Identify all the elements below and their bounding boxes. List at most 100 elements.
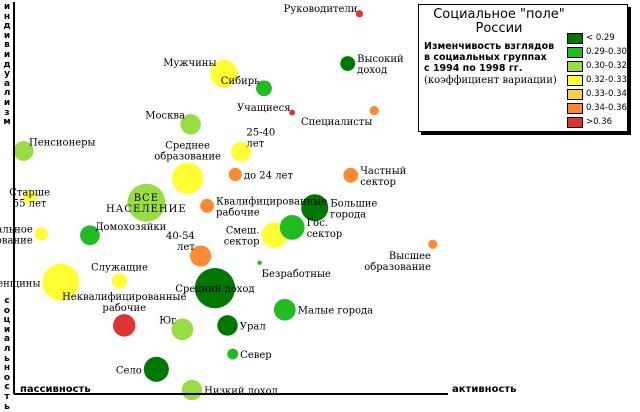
y-axis-label-bottom-char: о <box>3 305 11 316</box>
legend-label: >0.36 <box>586 117 613 127</box>
bubble-label-line: Неквалифицированные <box>62 292 186 303</box>
bubble-label: ВСЕ НАСЕЛЕНИЕ <box>106 193 187 215</box>
bubble <box>34 227 48 241</box>
bubble <box>355 10 364 18</box>
legend-label: < 0.29 <box>586 33 615 43</box>
bubble <box>171 162 204 195</box>
legend-swatch <box>567 46 583 58</box>
bubble-label-line: Домохозяйки <box>95 222 166 233</box>
bubble-label: Специалисты <box>301 117 372 128</box>
bubble-label-line: Квалифицированные <box>216 196 327 207</box>
bubble-label: Сибирь <box>221 76 260 87</box>
bubble-label: Средний доход <box>175 284 254 295</box>
legend-label: 0.32-0.33 <box>586 75 627 85</box>
y-axis-label-top-char: и <box>3 30 11 41</box>
bubble-label: Село <box>116 365 142 376</box>
bubble-label: Мужчины <box>163 58 216 69</box>
bubble-label-line: Гос. <box>307 218 328 229</box>
bubble-label: Женщины <box>0 278 40 289</box>
legend-label: 0.33-0.34 <box>586 89 627 99</box>
bubble-label-line: доход <box>357 65 387 76</box>
legend-items: < 0.29 0.29-0.30 0.30-0.32 0.32-0.33 0.33-0.… <box>567 31 627 129</box>
bubble <box>200 198 215 213</box>
bubble-label: Безработные <box>262 269 331 280</box>
bubble-label-line: образование <box>364 262 431 273</box>
legend-title-line: Социальное "поле" <box>433 7 565 22</box>
bubble-label: Квалифицированные рабочие <box>216 196 327 218</box>
bubble-label-line: Село <box>116 365 142 376</box>
legend-swatch <box>567 88 583 100</box>
bubble <box>369 105 379 116</box>
bubble <box>22 189 37 204</box>
bubble <box>13 141 34 161</box>
bubble-label-line: Пенсионеры <box>29 138 96 149</box>
bubble-label: Высшее образование <box>364 251 431 273</box>
bubble-label-line: города <box>330 209 366 220</box>
bubble <box>180 114 201 135</box>
legend: Социальное "поле" России Изменчивость вз… <box>418 4 628 132</box>
bubble <box>80 225 100 246</box>
bubble <box>289 109 296 116</box>
bubble-label: Руководители <box>284 4 358 15</box>
bubble <box>113 314 136 337</box>
bubble <box>217 315 238 336</box>
bubble-label-line: Учащиеся <box>237 103 291 114</box>
bubble-label-line: ВСЕ <box>134 193 159 204</box>
bubble-label: Неквалифицированные рабочие <box>62 292 186 314</box>
legend-swatch <box>567 102 583 114</box>
bubble <box>301 194 329 222</box>
bubble-label: до 24 лет <box>244 170 294 181</box>
legend-item: 0.32-0.33 <box>567 73 627 87</box>
bubble-label: Старше 55 лет <box>9 187 50 209</box>
x-axis-label-right: активность <box>452 384 517 395</box>
y-axis-label-top-char: и <box>3 49 11 60</box>
y-axis-label-bottom-char: с <box>4 382 10 393</box>
legend-note: (коэффициент вариации) <box>424 75 557 86</box>
y-axis-label-top-char: д <box>3 59 11 70</box>
bubble <box>273 298 296 321</box>
y-axis-label-bottom-char: с <box>4 296 10 306</box>
legend-subtitle-line: с 1994 по 1998 гг. <box>424 63 523 74</box>
legend-title-line: России <box>475 21 523 36</box>
bubble <box>428 239 438 249</box>
bubble-label-line: 55 лет <box>13 198 47 209</box>
bubble-label: 25-40 лет <box>246 127 275 149</box>
bubble-label-line: Малые города <box>298 306 373 317</box>
bubble-label-line: Смеш. <box>226 226 260 237</box>
bubble-label: Начальноеобразование <box>0 225 33 247</box>
bubble-label-line: Урал <box>240 321 266 332</box>
y-axis-label-top-char: в <box>4 40 10 51</box>
bubble <box>257 260 262 265</box>
bubble-label: Юг <box>159 315 176 326</box>
bubble-label-line: Старше <box>9 187 50 198</box>
bubble-label-line: до 24 лет <box>244 170 294 181</box>
bubble <box>194 268 236 309</box>
bubble <box>340 56 356 71</box>
legend-label: 0.29-0.30 <box>586 47 627 57</box>
bubble <box>111 273 128 289</box>
bubble-label-line: лет <box>246 138 264 149</box>
bubble <box>227 348 239 360</box>
bubble-label: Среднее образование <box>154 141 221 163</box>
bubble-label: Малые города <box>298 306 373 317</box>
bubble-label: Урал <box>240 321 266 332</box>
bubble-label-line: рабочие <box>102 303 146 314</box>
bubble-label-line: Мужчины <box>163 58 216 69</box>
legend-swatch <box>567 60 583 72</box>
legend-item: 0.30-0.32 <box>567 59 627 73</box>
y-axis-label-top-char: л <box>3 88 11 99</box>
bubble-label: Пенсионеры <box>29 138 96 149</box>
bubble-label-line: Юг <box>159 315 176 326</box>
y-axis-label-bottom-char: л <box>3 343 11 354</box>
bubble-label: Низкий доход <box>204 386 278 397</box>
bubble <box>343 167 359 183</box>
y-axis-label-bottom-char: ц <box>3 315 11 326</box>
bubble <box>127 183 166 222</box>
bubble-label-line: лет <box>177 242 195 253</box>
y-axis-label-top-char: м <box>3 117 11 128</box>
bubble-label-line: сектор <box>224 237 260 248</box>
legend-item: >0.36 <box>567 115 627 129</box>
bubble-label-line: Сибирь <box>221 76 260 87</box>
bubble <box>210 59 238 88</box>
legend-subtitle-line: Изменчивость взглядов <box>424 41 555 52</box>
